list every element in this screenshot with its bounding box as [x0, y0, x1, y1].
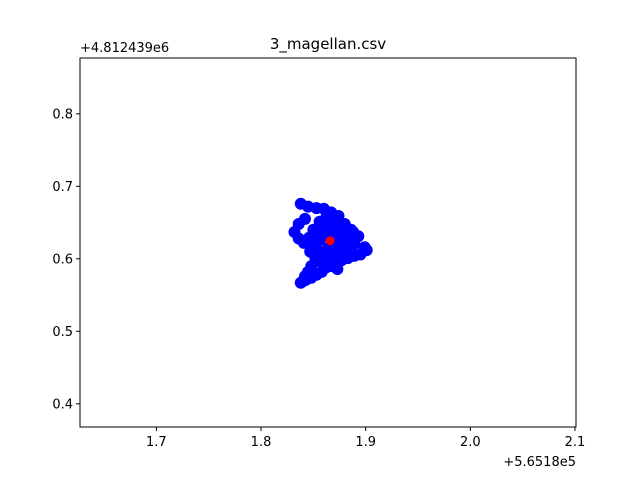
plot-frame [79, 57, 577, 428]
points-layer [288, 197, 373, 289]
x-tick-label: 2.0 [460, 435, 481, 450]
x-offset-label: +5.6518e5 [503, 455, 576, 470]
y-tick-label: 0.5 [52, 325, 73, 340]
x-tick-label: 2.1 [565, 435, 586, 450]
x-tick-label: 1.9 [355, 435, 376, 450]
data-point [344, 239, 356, 252]
centroid-point [325, 236, 335, 246]
y-tick-label: 0.7 [52, 180, 73, 195]
y-tick-label: 0.6 [52, 252, 73, 267]
axes-layer: 1.7 1.8 1.9 2.0 2.1 0.4 0.5 0.6 0.7 0.8 [52, 107, 585, 450]
x-tick-label: 1.8 [251, 435, 272, 450]
x-tick-label: 1.7 [146, 435, 167, 450]
chart-title: 3_magellan.csv [270, 35, 386, 54]
data-point [331, 263, 344, 275]
y-offset-label: +4.812439e6 [80, 41, 169, 56]
y-tick-label: 0.4 [52, 397, 73, 412]
y-tick-label: 0.8 [52, 107, 73, 122]
